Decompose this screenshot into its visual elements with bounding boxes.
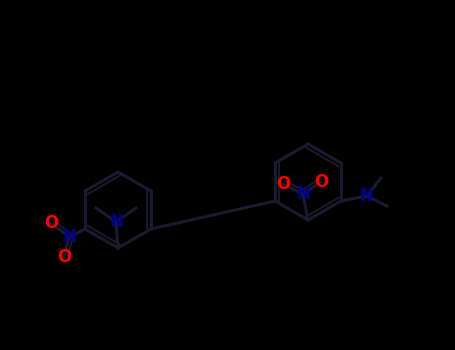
Text: O: O	[276, 175, 290, 193]
Text: N: N	[109, 213, 123, 231]
Text: O: O	[314, 173, 328, 191]
Text: N: N	[62, 228, 76, 246]
Text: O: O	[44, 214, 58, 232]
Text: O: O	[57, 248, 71, 266]
Text: N: N	[360, 187, 374, 205]
Text: N: N	[296, 185, 310, 203]
